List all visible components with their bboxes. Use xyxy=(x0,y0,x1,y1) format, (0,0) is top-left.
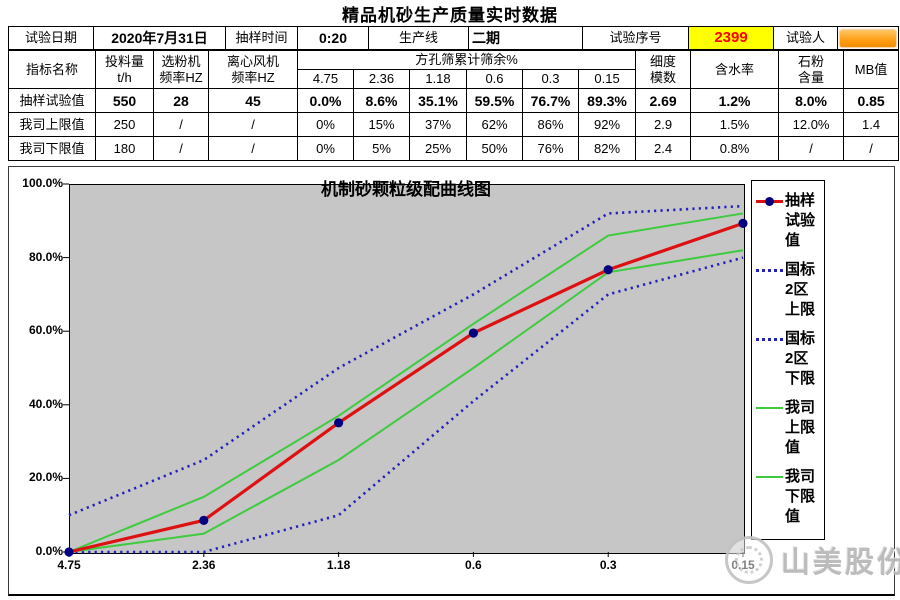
legend-item-national-upper: 国标 2区 上限 xyxy=(756,260,822,320)
table-cell[interactable]: / xyxy=(843,136,900,161)
header-indicator-name: 指标名称 xyxy=(8,50,96,89)
row-label-sample: 抽样试验值 xyxy=(8,88,96,113)
watermark: 山美股份 xyxy=(725,536,900,584)
legend-item-company-lower: 我司 下限 值 xyxy=(756,467,822,527)
header-fineness-modulus: 细度 模数 xyxy=(635,50,692,89)
row-label-upper-limit: 我司上限值 xyxy=(8,112,96,137)
table-cell[interactable]: 15% xyxy=(353,112,410,137)
table-cell[interactable]: 37% xyxy=(409,112,467,137)
table-cell[interactable]: 59.5% xyxy=(466,88,523,113)
tester-name-redacted xyxy=(840,29,896,47)
header-fan-frequency: 离心风机 频率HZ xyxy=(208,50,298,89)
green-line-icon xyxy=(756,467,783,487)
test-date-label: 试验日期 xyxy=(8,26,94,50)
page-title: 精品机砂生产质量实时数据 xyxy=(342,6,558,25)
indicators-table: 指标名称 投料量 t/h 选粉机 频率HZ 离心风机 频率HZ 方孔筛累计筛余%… xyxy=(8,50,900,161)
table-cell[interactable]: 28 xyxy=(153,88,209,113)
table-cell[interactable]: 35.1% xyxy=(409,88,467,113)
table-cell[interactable]: / xyxy=(153,136,209,161)
y-axis-tick-label: 60.0% xyxy=(28,323,63,338)
header-sieve-group: 方孔筛累计筛余% xyxy=(296,50,637,70)
table-cell[interactable]: 86% xyxy=(522,112,579,137)
table-cell[interactable]: 550 xyxy=(95,88,154,113)
x-axis-tick-label: 0.3 xyxy=(599,558,617,572)
y-axis-tick-label: 20.0% xyxy=(28,470,63,485)
company-logo-icon xyxy=(725,536,773,584)
table-cell[interactable]: 50% xyxy=(466,136,523,161)
y-axis-tick-label: 40.0% xyxy=(28,396,63,411)
production-line-label: 生产线 xyxy=(368,26,469,50)
sampling-time-value[interactable]: 0:20 xyxy=(297,26,369,50)
x-axis-tick-label: 4.75 xyxy=(57,558,81,572)
table-cell[interactable]: 76.7% xyxy=(522,88,579,113)
table-cell[interactable]: / xyxy=(153,112,209,137)
table-cell[interactable]: 5% xyxy=(353,136,410,161)
header-sieve-size: 0.15 xyxy=(577,69,637,89)
table-cell[interactable]: 45 xyxy=(208,88,298,113)
watermark-text: 山美股份 xyxy=(781,547,900,579)
header-moisture: 含水率 xyxy=(690,50,780,89)
y-axis-tick-label: 100.0% xyxy=(22,176,63,190)
gradation-chart: 机制砂颗粒级配曲线图 100.0% 80.0% 60.0% 40.0% 20.0% 0.0… xyxy=(8,166,895,596)
x-axis-tick-label: 2.36 xyxy=(192,558,216,572)
row-label-lower-limit: 我司下限值 xyxy=(8,136,96,161)
green-line-icon xyxy=(756,398,783,418)
table-cell[interactable]: 8.0% xyxy=(778,88,845,113)
tester-value-cell[interactable] xyxy=(837,26,899,50)
table-cell[interactable]: 12.0% xyxy=(778,112,845,137)
header-sieve-size: 0.3 xyxy=(522,69,579,89)
info-bar: 试验日期 2020年7月31日 抽样时间 0:20 生产线 二期 试验序号 23… xyxy=(8,26,899,50)
table-cell[interactable]: 76% xyxy=(522,136,579,161)
table-cell[interactable]: 1.5% xyxy=(690,112,780,137)
serial-number-value[interactable]: 2399 xyxy=(688,26,774,50)
table-cell[interactable]: 2.9 xyxy=(635,112,692,137)
table-cell[interactable]: 0.85 xyxy=(843,88,900,113)
table-cell[interactable]: 2.4 xyxy=(635,136,692,161)
table-cell[interactable]: 2.69 xyxy=(635,88,692,113)
y-axis-tick-label: 0.0% xyxy=(35,544,63,558)
test-date-value[interactable]: 2020年7月31日 xyxy=(93,26,226,50)
x-axis-tick-label: 0.6 xyxy=(465,558,482,572)
chart-legend: 抽样 试验 值 国标 2区 上限 国标 2区 下限 我司 上限 值 我司 下限 … xyxy=(751,180,825,540)
header-feed-rate: 投料量 t/h xyxy=(95,50,154,89)
y-axis-tick-label: 80.0% xyxy=(28,249,63,264)
gradation-lines xyxy=(63,183,748,557)
red-line-marker-icon xyxy=(756,191,783,211)
header-sieve-size: 4.75 xyxy=(297,69,354,89)
table-cell[interactable]: 0.0% xyxy=(297,88,354,113)
table-cell[interactable]: 89.3% xyxy=(577,88,637,113)
table-cell[interactable]: 0.8% xyxy=(690,136,780,161)
production-line-value[interactable]: 二期 xyxy=(468,26,583,50)
table-cell[interactable]: 82% xyxy=(577,136,637,161)
table-cell[interactable]: / xyxy=(208,112,298,137)
table-cell[interactable]: 1.2% xyxy=(690,88,780,113)
header-stone-powder: 石粉 含量 xyxy=(778,50,845,89)
header-sieve-size: 1.18 xyxy=(409,69,467,89)
table-cell[interactable]: / xyxy=(778,136,845,161)
chart-title: 机制砂颗粒级配曲线图 xyxy=(321,180,491,199)
legend-item-company-upper: 我司 上限 值 xyxy=(756,398,822,458)
tester-label: 试验人 xyxy=(773,26,838,50)
header-classifier-frequency: 选粉机 频率HZ xyxy=(153,50,209,89)
table-cell[interactable]: 0% xyxy=(297,112,354,137)
table-cell[interactable]: / xyxy=(208,136,298,161)
table-cell[interactable]: 180 xyxy=(95,136,154,161)
table-cell[interactable]: 92% xyxy=(577,112,637,137)
table-cell[interactable]: 1.4 xyxy=(843,112,900,137)
table-cell[interactable]: 62% xyxy=(466,112,523,137)
table-cell[interactable]: 250 xyxy=(95,112,154,137)
x-axis-tick-label: 1.18 xyxy=(326,558,351,572)
header-sieve-size: 2.36 xyxy=(353,69,410,89)
legend-item-sample: 抽样 试验 值 xyxy=(756,191,822,251)
blue-dotted-line-icon xyxy=(756,329,783,349)
serial-number-label: 试验序号 xyxy=(582,26,689,50)
header-sieve-size: 0.6 xyxy=(466,69,523,89)
table-cell[interactable]: 8.6% xyxy=(353,88,410,113)
table-cell[interactable]: 25% xyxy=(409,136,467,161)
sampling-time-label: 抽样时间 xyxy=(225,26,298,50)
header-mb-value: MB值 xyxy=(843,50,900,89)
table-cell[interactable]: 0% xyxy=(297,136,354,161)
legend-item-national-lower: 国标 2区 下限 xyxy=(756,329,822,389)
blue-dotted-line-icon xyxy=(756,260,783,280)
